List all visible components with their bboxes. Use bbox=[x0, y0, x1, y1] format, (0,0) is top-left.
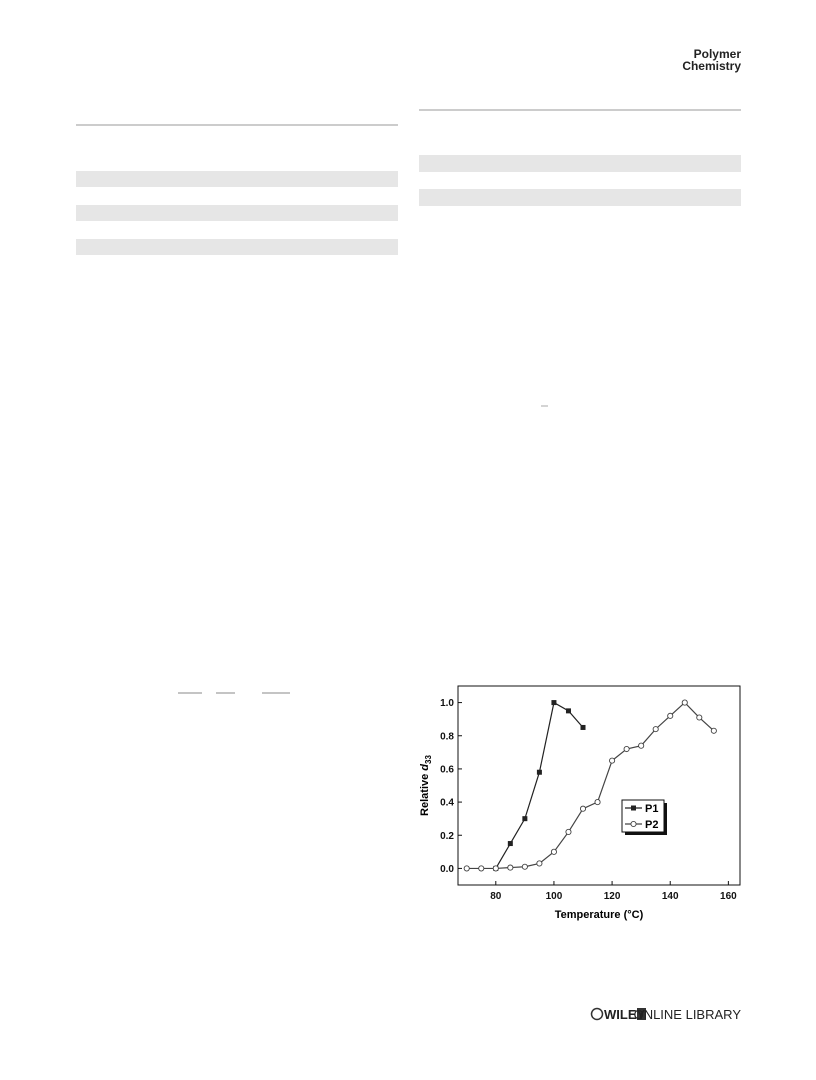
publisher: WILEY bbox=[604, 1007, 645, 1022]
library: ONLINE LIBRARY bbox=[634, 1007, 742, 1022]
x-tick-label: 100 bbox=[546, 891, 563, 902]
y-tick-label: 1.0 bbox=[440, 698, 454, 709]
y-tick-label: 0.0 bbox=[440, 864, 454, 875]
y-tick-label: 0.8 bbox=[440, 731, 454, 742]
journal-name: Polymer bbox=[694, 47, 742, 61]
table-row bbox=[419, 189, 741, 206]
table-row bbox=[76, 239, 398, 255]
y-axis-label-subscript: 33 bbox=[424, 755, 433, 764]
x-tick-label: 140 bbox=[662, 891, 679, 902]
data-point bbox=[522, 816, 528, 822]
data-point bbox=[594, 799, 601, 806]
table-row bbox=[419, 155, 741, 172]
data-point bbox=[551, 700, 557, 706]
data-point bbox=[550, 848, 557, 855]
y-tick-label: 0.6 bbox=[440, 764, 454, 775]
data-point bbox=[623, 745, 630, 753]
plot-frame bbox=[457, 685, 741, 886]
data-point bbox=[565, 708, 571, 714]
data-point bbox=[536, 860, 543, 867]
legend-marker bbox=[630, 820, 637, 828]
y-axis-label: Relative d33 bbox=[419, 755, 433, 816]
series-line bbox=[466, 701, 715, 870]
publisher-logo bbox=[590, 1007, 646, 1021]
data-point bbox=[652, 726, 659, 733]
legend-marker bbox=[631, 805, 636, 811]
data-point bbox=[638, 742, 645, 749]
data-point bbox=[507, 841, 513, 847]
data-point bbox=[696, 714, 703, 721]
data-point bbox=[463, 865, 470, 872]
data-point bbox=[507, 864, 514, 871]
x-tick-label: 120 bbox=[604, 891, 621, 902]
data-point bbox=[579, 805, 587, 812]
chart: 80 100 120 140 160 0.0 0.2 0.4 0.6 0.8 1.0 Temperat… bbox=[419, 685, 741, 921]
data-point bbox=[536, 769, 542, 775]
data-point bbox=[710, 727, 717, 734]
data-point bbox=[478, 865, 485, 872]
legend bbox=[621, 799, 665, 833]
y-axis-label-text: Relative bbox=[419, 771, 431, 816]
data-point bbox=[667, 712, 674, 719]
x-tick-label: 80 bbox=[490, 891, 502, 902]
data-point bbox=[492, 865, 499, 872]
data-point bbox=[681, 699, 688, 706]
table-row bbox=[76, 171, 398, 187]
data-point bbox=[521, 863, 528, 870]
x-tick-label: 160 bbox=[720, 891, 737, 902]
data-point bbox=[565, 828, 572, 835]
x-axis-label: Temperature (°C) bbox=[555, 909, 644, 921]
y-axis-label-symbol: d bbox=[419, 764, 431, 771]
table-row bbox=[76, 205, 398, 221]
data-point bbox=[580, 724, 586, 730]
legend-label: P2 bbox=[645, 819, 658, 831]
legend-label: P1 bbox=[645, 803, 658, 815]
data-point bbox=[609, 757, 616, 764]
y-tick-label: 0.4 bbox=[440, 798, 454, 809]
y-tick-label: 0.2 bbox=[440, 831, 454, 842]
journal-name: Chemistry bbox=[682, 59, 741, 73]
